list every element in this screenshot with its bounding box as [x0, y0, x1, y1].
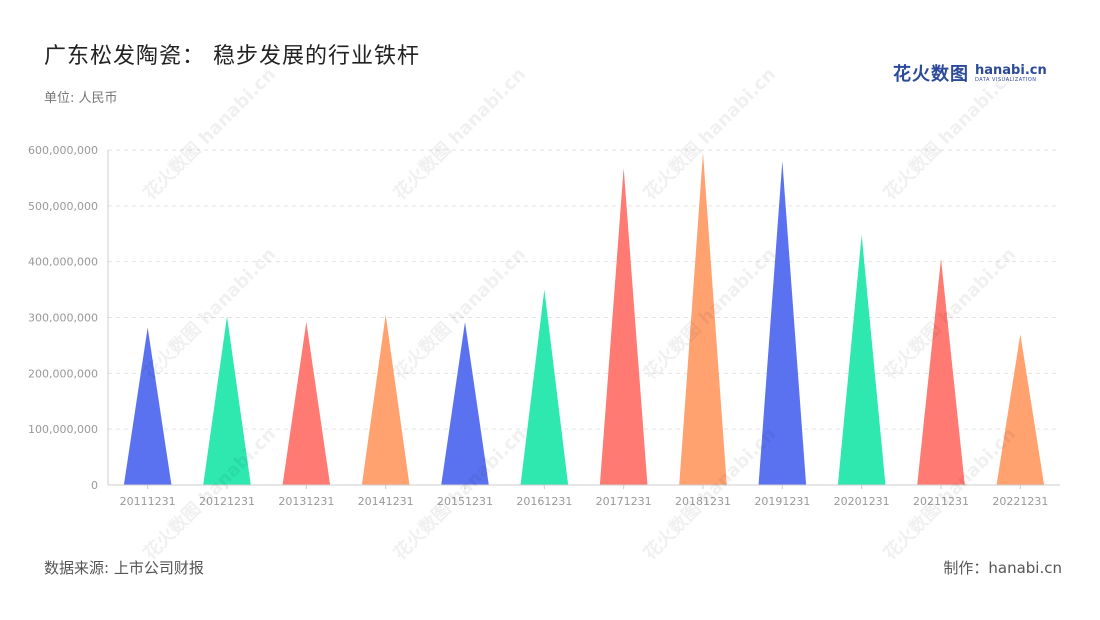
x-tick-label: 20171231 [596, 495, 652, 508]
bar-20121231 [203, 316, 251, 485]
bar-20171231 [599, 167, 648, 485]
y-tick-label: 500,000,000 [28, 200, 98, 213]
bar-20111231 [123, 327, 172, 485]
x-tick-label: 20131231 [278, 495, 334, 508]
x-tick-label: 20191231 [754, 495, 810, 508]
x-tick-label: 20121231 [199, 495, 255, 508]
y-tick-label: 300,000,000 [28, 312, 98, 325]
grid-lines [108, 149, 1060, 430]
bar-20221231 [996, 334, 1045, 485]
logo-sub-text: DATA VISUALIZATION [975, 76, 1037, 83]
unit-label: 单位: 人民币 [44, 91, 118, 106]
y-tick-label: 200,000,000 [28, 367, 98, 380]
bars [123, 152, 1045, 485]
y-tick-label: 400,000,000 [28, 256, 98, 269]
x-tick-label: 20201231 [834, 495, 890, 508]
x-tick-label: 20161231 [516, 495, 572, 508]
bar-20151231 [441, 321, 489, 485]
bar-20131231 [282, 321, 331, 485]
x-tick-label: 20111231 [120, 495, 176, 508]
x-tick-label: 20151231 [437, 495, 493, 508]
brand-logo: 花火数图 hanabi.cn DATA VISUALIZATION [893, 60, 1047, 86]
x-tick-label: 20141231 [358, 495, 414, 508]
bar-20161231 [520, 289, 569, 485]
logo-en-text: hanabi.cn [975, 62, 1047, 78]
logo-en-block: hanabi.cn DATA VISUALIZATION [975, 64, 1047, 83]
chart-title: 广东松发陶瓷： 稳步发展的行业铁杆 [44, 44, 420, 69]
bar-20211231 [917, 258, 965, 485]
bar-20141231 [361, 314, 410, 485]
maker-credit: 制作：hanabi.cn [943, 559, 1062, 577]
logo-cn-text: 花火数图 [893, 64, 969, 85]
data-source: 数据来源: 上市公司财报 [44, 559, 204, 577]
y-axis: 0 100,000,000 200,000,000 300,000,000 400,00… [28, 144, 109, 492]
y-tick-label: 0 [91, 479, 98, 492]
bar-20181231 [679, 152, 727, 485]
x-tick-label: 20221231 [992, 495, 1048, 508]
x-tick-label: 20211231 [913, 495, 969, 508]
y-tick-label: 100,000,000 [28, 423, 98, 436]
x-axis: 20111231 20121231 20131231 20141231 20151231… [108, 484, 1060, 508]
y-tick-label: 600,000,000 [28, 144, 98, 157]
bar-20201231 [837, 234, 886, 485]
bar-20191231 [758, 161, 807, 485]
x-tick-label: 20181231 [675, 495, 731, 508]
